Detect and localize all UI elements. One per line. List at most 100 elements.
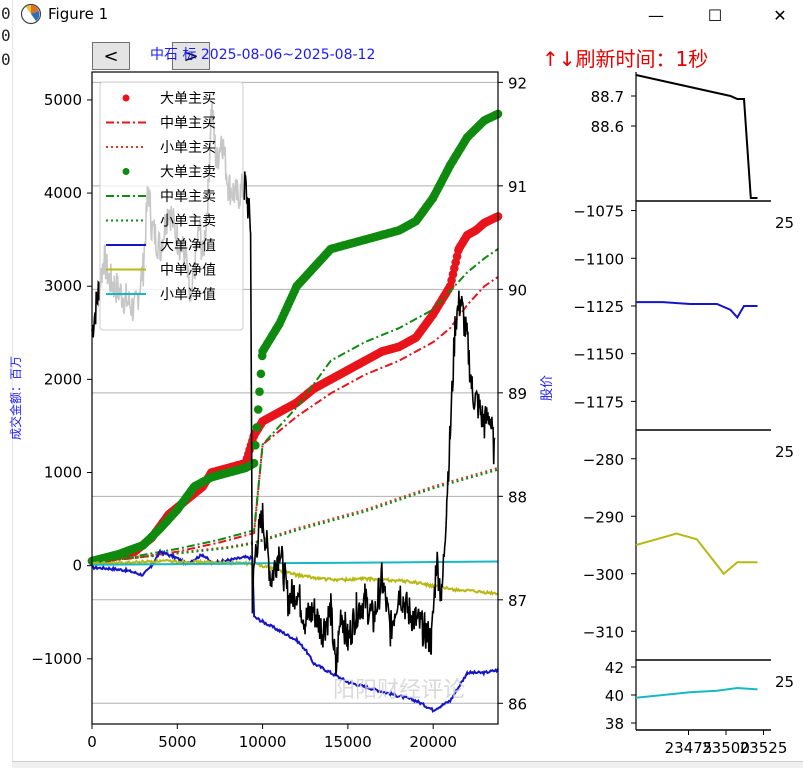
data-point [346, 364, 355, 373]
data-point [437, 296, 446, 306]
data-point [408, 335, 418, 344]
data-point [388, 344, 398, 353]
data-point [190, 482, 199, 491]
data-point [205, 471, 214, 480]
series-0 [87, 212, 503, 566]
data-point [433, 185, 442, 195]
data-point [195, 485, 204, 494]
data-point [310, 383, 320, 393]
data-point [114, 551, 123, 561]
data-point [398, 223, 408, 233]
data-point [182, 492, 192, 502]
data-point [242, 462, 252, 472]
data-point [252, 426, 262, 436]
data-point [424, 200, 433, 209]
data-point [275, 319, 284, 328]
series-line [92, 548, 499, 714]
data-point [278, 406, 287, 415]
y2tick-label: 90 [508, 281, 527, 299]
data-point [372, 232, 382, 241]
data-point [312, 260, 321, 269]
data-point [391, 227, 400, 236]
data-point [229, 466, 239, 476]
data-point [402, 338, 412, 347]
data-point [232, 466, 241, 475]
data-point [255, 387, 264, 397]
data-point [421, 203, 431, 213]
data-point [208, 472, 218, 482]
data-point [104, 554, 113, 563]
data-point [485, 113, 495, 123]
data-point [316, 380, 325, 390]
data-point [222, 464, 231, 473]
maximize-button[interactable]: ☐ [692, 0, 738, 30]
data-point [273, 408, 282, 418]
data-point [371, 350, 381, 360]
data-point [366, 353, 375, 363]
data-point [355, 359, 365, 368]
data-point [101, 554, 110, 564]
data-point [148, 531, 158, 541]
data-point [126, 545, 136, 554]
panel-right-label: 25 [775, 443, 794, 461]
data-point [426, 312, 436, 322]
data-point [279, 405, 289, 415]
data-point [493, 109, 503, 119]
data-point [115, 551, 125, 560]
data-point [248, 459, 257, 469]
data-point [479, 116, 489, 126]
data-point [347, 238, 357, 248]
minimize-button[interactable]: — [633, 0, 679, 30]
data-point [459, 235, 469, 245]
bottom-scrollbar[interactable] [12, 761, 803, 768]
data-point [225, 463, 235, 472]
panel-series-line [636, 301, 758, 320]
xtick-label: 20000 [409, 733, 457, 751]
data-point [413, 331, 422, 340]
data-point [310, 261, 320, 271]
data-point [392, 226, 402, 236]
data-point [478, 118, 487, 127]
data-point [133, 542, 143, 552]
data-point [455, 242, 465, 251]
data-point [447, 158, 456, 168]
data-point [293, 280, 303, 290]
prev-button[interactable]: < [92, 42, 130, 70]
data-point [400, 339, 409, 349]
data-point [327, 374, 337, 383]
panel-xtick-label: 23500 [702, 739, 750, 757]
data-point [306, 267, 315, 276]
y2-axis-label: 股价 [540, 375, 555, 401]
data-point [398, 340, 408, 349]
data-point [349, 238, 358, 248]
data-point [152, 527, 162, 537]
data-point [296, 277, 306, 287]
data-point [124, 546, 133, 555]
ytick-label: 1000 [44, 464, 82, 482]
data-point [354, 359, 364, 369]
data-point [397, 341, 407, 350]
data-point [344, 365, 354, 374]
data-point [430, 307, 439, 317]
next-button[interactable]: > [172, 42, 210, 70]
data-point [338, 241, 348, 250]
series-line [91, 276, 499, 563]
close-button[interactable]: ✕ [757, 0, 803, 30]
legend-box [99, 81, 244, 331]
series-5 [91, 468, 499, 563]
data-point [157, 520, 166, 529]
data-point [450, 264, 459, 273]
data-point [441, 170, 450, 179]
data-point [474, 223, 483, 233]
data-point [380, 230, 390, 239]
data-point [219, 469, 228, 479]
zoom-panel-0: 88.6 88.7 [591, 72, 771, 202]
data-point [492, 110, 501, 119]
data-point [147, 532, 156, 542]
data-point [108, 552, 118, 562]
data-point [317, 379, 327, 389]
y2tick-label: 87 [508, 592, 527, 610]
data-point [113, 550, 122, 559]
data-point [420, 322, 429, 331]
data-point [111, 552, 121, 561]
